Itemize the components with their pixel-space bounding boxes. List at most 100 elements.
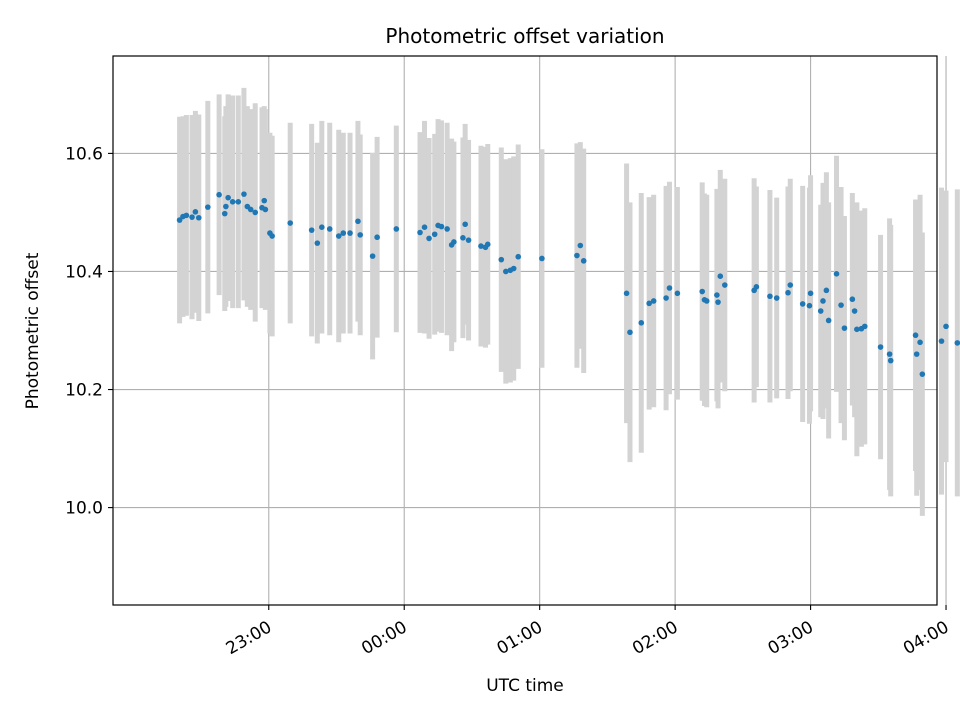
data-point	[721, 282, 728, 288]
x-tick-label: 04:00	[900, 617, 952, 659]
data-point	[229, 199, 236, 205]
data-point	[287, 220, 294, 226]
data-point	[225, 194, 231, 201]
data-point	[451, 239, 457, 245]
x-tick-label: 00:00	[358, 617, 410, 659]
data-point	[241, 191, 247, 197]
data-point	[539, 255, 545, 262]
data-point	[308, 227, 315, 233]
y-tick-label: 10.2	[65, 381, 103, 401]
data-point	[192, 209, 199, 215]
data-point	[515, 253, 522, 260]
data-point	[627, 329, 633, 336]
data-point	[484, 241, 491, 248]
data-point	[221, 210, 228, 217]
error-bars	[177, 87, 960, 516]
data-point	[799, 301, 806, 307]
data-point	[176, 217, 183, 223]
data-point	[938, 338, 945, 344]
x-tick-label: 23:00	[223, 617, 275, 659]
data-point	[919, 371, 926, 377]
data-point	[820, 298, 826, 304]
data-point	[438, 223, 445, 230]
data-point	[638, 320, 645, 326]
data-point	[216, 191, 222, 198]
data-point	[886, 351, 893, 357]
data-point	[753, 284, 760, 290]
x-tick-label: 03:00	[765, 617, 817, 659]
data-point	[773, 295, 780, 301]
data-point	[954, 340, 960, 346]
data-point	[319, 224, 325, 230]
data-point	[699, 288, 706, 295]
data-point	[849, 296, 856, 303]
data-point	[465, 237, 472, 243]
data-point	[347, 230, 353, 236]
x-tick-label: 01:00	[494, 617, 546, 659]
data-point	[877, 344, 884, 350]
data-point	[623, 290, 630, 297]
data-point	[462, 221, 468, 228]
data-point	[326, 226, 333, 232]
data-point	[666, 285, 673, 291]
y-axis-label: Photometric offset	[23, 252, 43, 409]
data-point	[823, 287, 830, 294]
data-point	[235, 199, 242, 205]
data-point	[913, 351, 920, 357]
data-point	[340, 230, 347, 236]
data-point	[205, 204, 211, 210]
data-point	[646, 300, 652, 307]
data-point	[767, 293, 773, 300]
x-tick-label: 02:00	[629, 617, 681, 659]
data-point	[806, 302, 813, 309]
y-axis-ticks: 10.0 10.2 10.4 10.6	[65, 144, 113, 519]
data-point	[841, 325, 848, 331]
data-point	[943, 323, 949, 330]
data-point	[478, 243, 484, 249]
data-point	[444, 226, 450, 232]
data-point	[861, 323, 868, 330]
data-point	[223, 203, 229, 210]
data-point	[807, 290, 814, 297]
data-point	[417, 229, 423, 236]
data-point	[269, 233, 275, 239]
data-point	[838, 302, 844, 308]
data-point	[674, 290, 681, 297]
data-point	[262, 206, 269, 213]
data-point	[247, 206, 254, 213]
data-point	[503, 268, 509, 275]
data-point	[421, 224, 428, 230]
data-point	[917, 339, 923, 346]
data-point	[189, 214, 195, 220]
data-point	[261, 197, 268, 204]
data-point	[426, 235, 432, 242]
data-point	[498, 256, 505, 263]
data-point	[715, 299, 721, 305]
data-point	[393, 226, 400, 232]
data-point	[355, 218, 361, 225]
data-point	[577, 242, 584, 249]
data-point	[183, 212, 190, 219]
data-points	[176, 191, 960, 377]
y-tick-label: 10.0	[65, 499, 103, 519]
data-point	[663, 295, 669, 301]
data-point	[357, 232, 364, 238]
data-point	[195, 214, 202, 221]
data-point	[374, 234, 380, 241]
data-point	[335, 233, 342, 239]
data-point	[717, 273, 724, 279]
data-point	[854, 326, 860, 333]
data-point	[887, 357, 894, 364]
data-point	[580, 258, 587, 264]
chart-title: Photometric offset variation	[385, 24, 664, 48]
data-point	[714, 292, 720, 298]
data-point	[785, 289, 791, 296]
data-point	[431, 231, 438, 238]
data-point	[574, 252, 580, 259]
x-axis-label: UTC time	[486, 676, 564, 696]
data-point	[703, 298, 710, 304]
data-point	[851, 308, 858, 314]
data-point	[787, 282, 794, 288]
